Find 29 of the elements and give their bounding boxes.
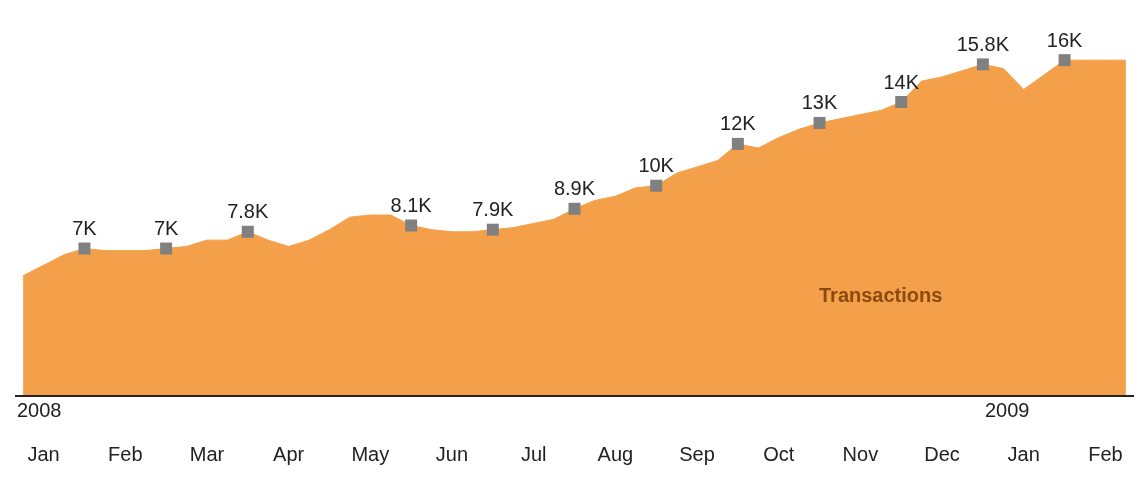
data-label: 16K [1046, 28, 1084, 51]
data-label: 7K [153, 217, 179, 240]
x-tick-label: May [351, 443, 390, 465]
x-tick-label: Oct [763, 443, 795, 465]
x-tick-label: Feb [1088, 443, 1123, 465]
x-tick-label: Dec [924, 443, 960, 465]
x-tick-label: Feb [108, 443, 143, 465]
data-label: 8.9K [553, 177, 596, 200]
x-tick-label: Apr [273, 443, 305, 465]
text: 2009 [985, 399, 1030, 421]
data-label: 13K [801, 91, 838, 114]
data-label: 7K [72, 217, 98, 240]
text: 2008 [17, 399, 62, 421]
x-tick-label: Sep [679, 443, 715, 465]
x-tick-label: Jan [27, 443, 60, 465]
x-tick-label: Jul [520, 443, 547, 465]
data-label: 15.8K [956, 32, 1010, 55]
x-tick-label: Aug [597, 443, 634, 465]
data-label: 10K [638, 154, 675, 177]
x-tick-label: Nov [842, 443, 879, 465]
data-label: 12K [720, 112, 757, 135]
x-tick-label: Jun [435, 443, 469, 465]
data-label: 8.1K [390, 194, 433, 216]
x-tick-label: Jan [1007, 443, 1040, 465]
data-label: 7.9K [472, 198, 515, 221]
data-label: 7.8K [227, 200, 269, 223]
x-tick-label: Mar [189, 443, 225, 465]
data-label: 14K [883, 70, 920, 93]
series-label: Transactions [819, 284, 943, 306]
